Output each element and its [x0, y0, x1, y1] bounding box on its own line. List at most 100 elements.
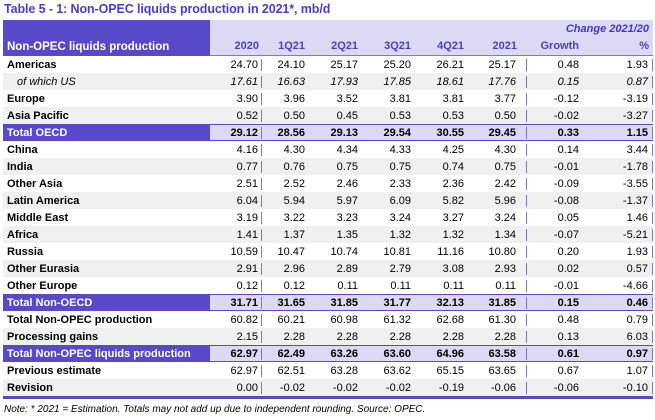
table-row: Total OECD 29.12 28.56 29.13 29.54 30.55 29.45… — [3, 124, 653, 141]
value-cell: 5.96 — [474, 194, 527, 207]
value-cell: 0.53 — [442, 109, 464, 122]
value-cell: 62.97 — [210, 364, 262, 377]
value-cell: 4.30 — [283, 143, 305, 156]
value-cell: 60.98 — [330, 313, 358, 326]
value-cell: 3.22 — [283, 211, 305, 224]
value-cell: 10.80 — [474, 245, 527, 258]
value-cell: 0.11 — [443, 279, 464, 292]
table-row: Europe 3.90 3.96 3.52 3.81 3.81 3.77 -0.12 -3.19 — [3, 90, 653, 107]
column-headers-row: 2020 1Q21 2Q21 3Q21 4Q21 2021 Growth% — [210, 37, 653, 55]
table-note: Note: * 2021 = Estimation. Totals may no… — [4, 404, 426, 415]
value-cell: 17.93 — [330, 75, 358, 88]
value-cell: 0.75 — [474, 160, 527, 173]
value-cell: 61.32 — [383, 313, 411, 326]
value-cell: 2.42 — [474, 177, 527, 190]
column-header: Growth — [540, 40, 580, 52]
value-cell: 29.13 — [330, 126, 358, 139]
value-cell: 2.46 — [336, 177, 358, 190]
column-header: 1Q21 — [278, 40, 305, 52]
value-cell: -0.07 — [553, 228, 579, 241]
value-cell: 1.07 — [585, 364, 653, 377]
value-cell: 2.28 — [336, 330, 358, 343]
value-cell: -0.19 — [438, 381, 464, 394]
value-cell: 4.33 — [389, 143, 411, 156]
value-cell: 2.89 — [336, 262, 358, 275]
value-cell: 31.71 — [210, 296, 262, 309]
value-cell: 62.51 — [277, 364, 305, 377]
value-cell: 3.27 — [442, 211, 464, 224]
column-header: 3Q21 — [384, 40, 411, 52]
value-cell: 3.23 — [336, 211, 358, 224]
value-cell: 4.25 — [442, 143, 464, 156]
value-cell: 0.50 — [283, 109, 305, 122]
row-label: Total Non-OECD — [3, 295, 210, 310]
value-cell: 5.97 — [336, 194, 358, 207]
value-cell: -0.02 — [385, 381, 411, 394]
value-cell: 5.82 — [442, 194, 464, 207]
value-cell: 0.20 — [557, 245, 579, 258]
table-row: Total Non-OPEC liquids production 62.97 62… — [3, 345, 653, 362]
value-cell: 0.11 — [337, 279, 358, 292]
value-cell: 63.62 — [383, 364, 411, 377]
value-cell: 61.30 — [474, 313, 527, 326]
table-row: Total Non-OECD 31.71 31.65 31.85 31.77 32.13 3… — [3, 294, 653, 311]
row-label: Revision — [7, 381, 53, 394]
value-cell: 28.56 — [277, 126, 305, 139]
value-cell: -1.37 — [585, 194, 653, 207]
value-cell: 3.90 — [210, 92, 262, 105]
table-row: Previous estimate 62.97 62.51 63.28 63.62 65.… — [3, 362, 653, 379]
value-cell: 11.16 — [437, 245, 464, 258]
column-header: 2021 — [492, 40, 517, 52]
value-cell: 10.81 — [383, 245, 411, 258]
value-cell: 1.93 — [585, 245, 653, 258]
value-cell: -1.78 — [585, 160, 653, 173]
value-cell: 64.96 — [436, 347, 464, 360]
value-cell: 29.12 — [210, 126, 262, 139]
value-cell: 3.52 — [336, 92, 358, 105]
table-row: Latin America 6.04 5.94 5.97 6.09 5.82 5.96 -0.… — [3, 192, 653, 209]
value-cell: 0.15 — [557, 296, 579, 309]
value-cell: 25.20 — [383, 58, 411, 71]
value-cell: -0.06 — [553, 381, 579, 394]
value-cell: 4.16 — [210, 143, 262, 156]
row-label: Other Europe — [7, 279, 78, 292]
row-label: Previous estimate — [7, 364, 102, 377]
value-cell: 1.93 — [585, 58, 653, 71]
value-cell: 0.48 — [557, 313, 579, 326]
value-cell: 2.28 — [283, 330, 305, 343]
table-title: Table 5 - 1: Non-OPEC liquids production… — [4, 2, 331, 16]
value-cell: 2.28 — [442, 330, 464, 343]
table-row: Other Eurasia 2.91 2.96 2.89 2.79 3.08 2.93 0.0… — [3, 260, 653, 277]
value-cell: 0.97 — [585, 347, 653, 360]
value-cell: 0.13 — [557, 330, 579, 343]
value-cell: 0.61 — [557, 347, 579, 360]
row-label: Total Non-OPEC liquids production — [3, 346, 210, 361]
value-cell: 62.49 — [277, 347, 305, 360]
value-cell: -0.01 — [553, 279, 579, 292]
table-row: Total Non-OPEC production 60.82 60.21 60.98… — [3, 311, 653, 328]
value-cell: 2.91 — [210, 262, 262, 275]
non-opec-production-table: Non-OPEC liquids production Change 2021/… — [3, 20, 653, 399]
value-cell: 0.50 — [474, 109, 527, 122]
value-cell: 1.15 — [585, 126, 653, 139]
table-row: Asia Pacific 0.52 0.50 0.45 0.53 0.53 0.50 -0.0… — [3, 107, 653, 124]
column-header: 2Q21 — [331, 40, 358, 52]
value-cell: 1.32 — [389, 228, 411, 241]
value-cell: 63.60 — [383, 347, 411, 360]
value-cell: 3.81 — [442, 92, 464, 105]
value-cell: 3.19 — [210, 211, 262, 224]
table-row: Revision 0.00 -0.02 -0.02 -0.02 -0.19 -0.06 -0.… — [3, 379, 653, 396]
table-row: Middle East 3.19 3.22 3.23 3.24 3.27 3.24 0.05 1… — [3, 209, 653, 226]
value-cell: 29.45 — [474, 126, 527, 139]
value-cell: 5.94 — [283, 194, 305, 207]
value-cell: 0.12 — [283, 279, 305, 292]
value-cell: 6.04 — [210, 194, 262, 207]
value-cell: 0.12 — [210, 279, 262, 292]
value-cell: 0.11 — [474, 279, 527, 292]
corner-header-cell: Non-OPEC liquids production — [3, 20, 210, 56]
value-cell: 17.85 — [383, 75, 411, 88]
value-cell: 2.15 — [210, 330, 262, 343]
row-label: Processing gains — [7, 330, 99, 343]
value-cell: 63.65 — [474, 364, 527, 377]
value-cell: 6.09 — [389, 194, 411, 207]
